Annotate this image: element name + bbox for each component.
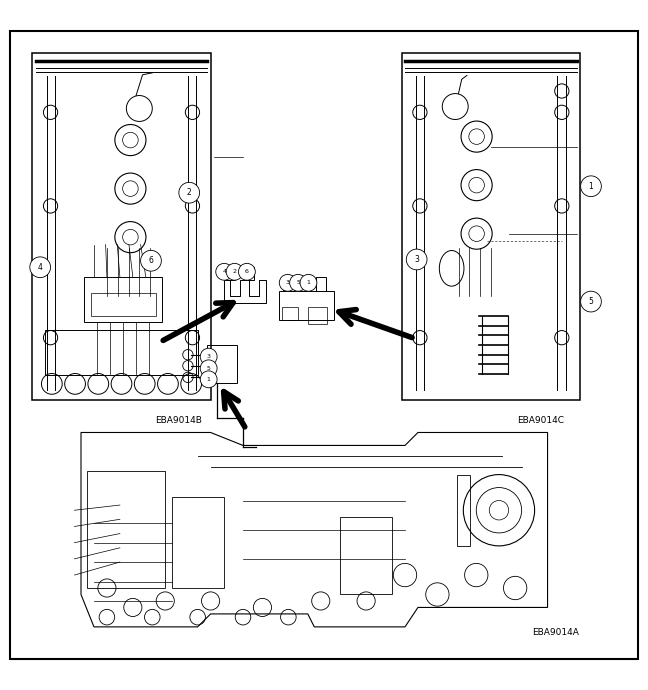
- Bar: [283, 277, 294, 291]
- Text: 6: 6: [245, 269, 249, 275]
- Circle shape: [300, 275, 317, 291]
- Circle shape: [238, 264, 255, 280]
- Bar: [87, 471, 165, 588]
- Bar: [207, 345, 237, 382]
- Bar: [316, 277, 326, 291]
- Circle shape: [290, 275, 307, 291]
- Circle shape: [179, 182, 200, 203]
- Text: 5: 5: [588, 297, 594, 306]
- Circle shape: [216, 264, 233, 280]
- Text: 3: 3: [414, 255, 419, 264]
- Text: 4: 4: [38, 263, 43, 272]
- Bar: [299, 277, 310, 291]
- Bar: [172, 497, 224, 588]
- Text: EBA9014A: EBA9014A: [533, 628, 579, 637]
- Text: 1: 1: [307, 280, 310, 285]
- Bar: [91, 293, 156, 316]
- Text: 2: 2: [187, 188, 192, 197]
- Text: 3: 3: [207, 354, 211, 359]
- Circle shape: [279, 275, 296, 291]
- Circle shape: [581, 291, 601, 312]
- Text: 6: 6: [148, 256, 154, 265]
- Bar: [32, 53, 211, 400]
- Text: 5: 5: [207, 366, 211, 371]
- Circle shape: [581, 176, 601, 197]
- Bar: [308, 308, 327, 324]
- Bar: [84, 277, 162, 322]
- Circle shape: [200, 360, 217, 377]
- Circle shape: [406, 249, 427, 270]
- Circle shape: [200, 348, 217, 365]
- Circle shape: [141, 250, 161, 271]
- Text: 3: 3: [286, 280, 290, 285]
- Bar: [45, 330, 198, 375]
- Bar: [245, 267, 254, 280]
- Text: 4: 4: [222, 269, 226, 275]
- Bar: [226, 267, 235, 280]
- Bar: [340, 517, 392, 595]
- Bar: [402, 53, 580, 400]
- Text: EBA9014B: EBA9014B: [155, 416, 202, 425]
- Bar: [457, 475, 470, 546]
- Circle shape: [200, 371, 217, 388]
- Text: 1: 1: [588, 181, 594, 190]
- Text: 5: 5: [296, 280, 300, 285]
- Bar: [282, 308, 298, 320]
- Text: EBA9014C: EBA9014C: [517, 416, 564, 425]
- Circle shape: [226, 264, 243, 280]
- Text: 2: 2: [233, 269, 237, 275]
- Circle shape: [30, 257, 51, 277]
- Bar: [279, 291, 334, 320]
- Text: 1: 1: [207, 377, 211, 382]
